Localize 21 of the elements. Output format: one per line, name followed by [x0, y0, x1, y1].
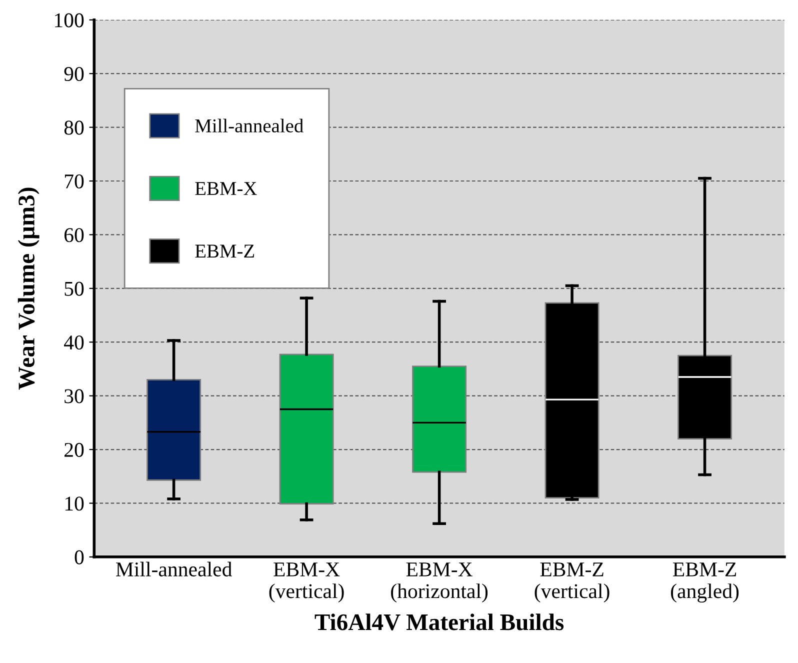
y-tick-label: 40	[64, 335, 84, 350]
y-tick-label: 100	[55, 13, 84, 28]
y-tick-label: 90	[64, 66, 84, 82]
y-tick-label: 50	[64, 282, 84, 296]
x-tick-label: EBM-Z (angled)	[671, 562, 739, 603]
y-tick-label: 80	[64, 120, 84, 135]
legend-label: EBM-X	[195, 182, 257, 195]
y-axis-title: Wear Volume (µm3)	[18, 188, 40, 390]
y-tick-label: 10	[65, 496, 84, 511]
x-axis-title: Ti6Al4V Material Builds	[314, 614, 564, 630]
legend-label: Mill-annealed	[195, 118, 304, 132]
y-tick-label: 0	[74, 550, 84, 564]
x-tick-label: EBM-X (vertical)	[269, 562, 344, 602]
y-tick-label: 20	[64, 442, 84, 457]
x-tick-label: Mill-annealed	[116, 562, 232, 576]
x-tick-label: EBM-X (horizontal)	[391, 562, 488, 602]
y-tick-label: 30	[64, 389, 84, 404]
y-tick-label: 70	[64, 174, 84, 188]
x-tick-label: EBM-Z (vertical)	[534, 562, 610, 602]
legend-label: EBM-Z	[195, 244, 254, 258]
y-tick-label: 60	[64, 228, 84, 242]
